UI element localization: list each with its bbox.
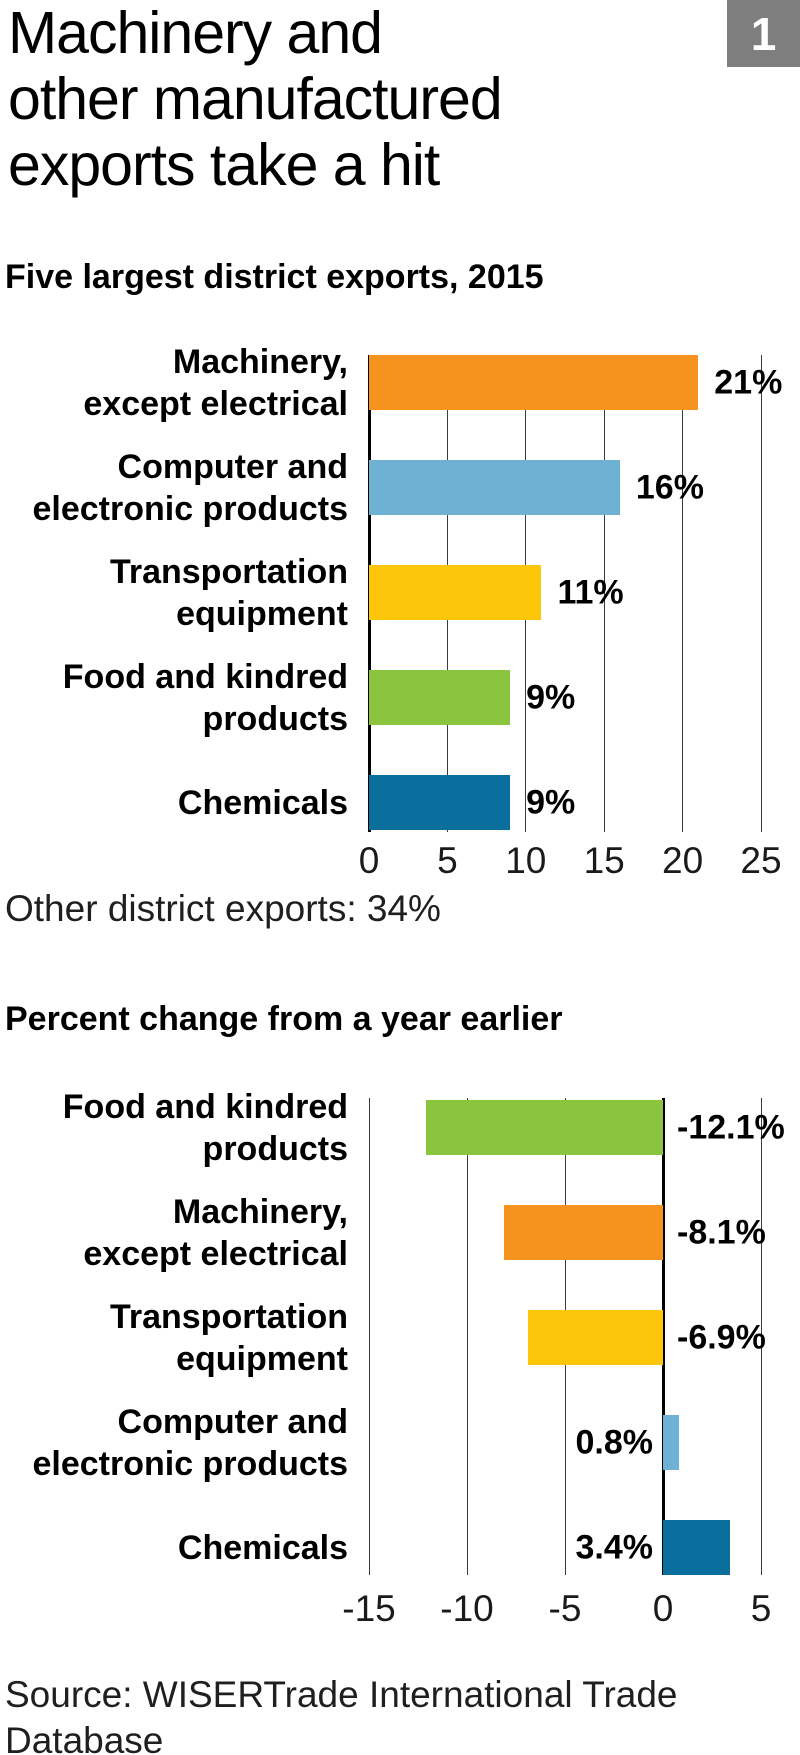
bar	[369, 670, 511, 725]
x-tick-label: 0	[358, 840, 380, 881]
value-label: -8.1%	[677, 1213, 766, 1251]
x-tick-label: 15	[583, 840, 625, 881]
bar	[369, 565, 542, 620]
gridline	[368, 1098, 370, 1575]
value-label: 9%	[526, 783, 576, 821]
value-label: 21%	[714, 363, 783, 401]
x-tick-label: -10	[440, 1588, 494, 1629]
x-tick-label: 20	[662, 840, 704, 881]
value-label: 9%	[526, 678, 576, 716]
category-label: Food and kindred products	[62, 657, 348, 738]
category-label: Transportation equipment	[109, 1297, 348, 1378]
x-tick-label: 5	[750, 1588, 772, 1629]
bar	[663, 1415, 679, 1470]
bar	[369, 355, 699, 410]
value-label: -6.9%	[677, 1318, 766, 1356]
page-title: Machinery and other manufactured exports…	[8, 0, 503, 198]
bar	[369, 460, 620, 515]
category-label: Food and kindred products	[62, 1087, 348, 1168]
x-tick-label: -15	[342, 1588, 396, 1629]
chart2-title: Percent change from a year earlier	[5, 1000, 563, 1038]
value-label: 11%	[557, 573, 624, 611]
source-text: Source: WISERTrade International Trade D…	[5, 1674, 678, 1755]
category-label: Chemicals	[177, 1528, 348, 1567]
x-tick-label: 10	[505, 840, 547, 881]
category-label: Machinery, except electrical	[83, 342, 348, 423]
figure-number-badge: 1	[727, 0, 800, 67]
bar	[504, 1205, 663, 1260]
category-label: Transportation equipment	[109, 552, 348, 633]
gridline	[603, 355, 605, 832]
category-label: Computer and electronic products	[32, 1402, 348, 1483]
value-label: -12.1%	[677, 1108, 785, 1146]
category-label: Computer and electronic products	[32, 447, 348, 528]
gridline	[466, 1098, 468, 1575]
bar	[369, 775, 511, 830]
x-tick-label: -5	[548, 1588, 582, 1629]
bar	[663, 1520, 730, 1575]
zero-axis-line	[661, 1098, 665, 1575]
bar	[425, 1100, 663, 1155]
category-label: Machinery, except electrical	[83, 1192, 348, 1273]
figure-number: 1	[750, 7, 777, 60]
x-tick-label: 5	[437, 840, 458, 881]
category-label: Chemicals	[177, 783, 348, 822]
gridline	[760, 1098, 762, 1575]
gridline	[760, 355, 762, 832]
value-label: 3.4%	[575, 1528, 654, 1566]
x-tick-label: 0	[652, 1588, 674, 1629]
x-tick-label: 25	[740, 840, 782, 881]
chart1-note: Other district exports: 34%	[5, 888, 441, 929]
gridline	[682, 355, 684, 832]
chart1-title: Five largest district exports, 2015	[5, 258, 544, 296]
bar	[527, 1310, 663, 1365]
value-label: 0.8%	[575, 1423, 654, 1461]
value-label: 16%	[635, 468, 704, 506]
